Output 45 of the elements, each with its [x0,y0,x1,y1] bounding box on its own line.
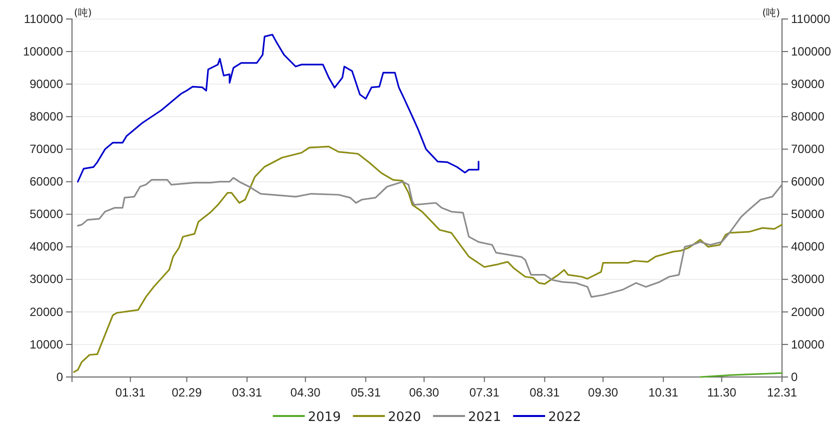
y-tick-label: 20000 [30,304,64,319]
y2-tick-label: 70000 [791,142,825,156]
x-tick-label: 08.31 [530,386,560,400]
y2-tick-label: 20000 [791,304,825,319]
x-tick-label: 02.29 [172,386,202,400]
x-tick-label: 04.30 [290,386,321,400]
y-tick-label: 30000 [30,272,64,286]
y-tick-label: 0 [56,370,64,384]
y2-tick-label: 90000 [791,76,825,91]
y-tick-label: 70000 [30,142,64,156]
legend-label: 2022 [548,410,582,425]
y-tick-label: 60000 [30,174,64,189]
y2-tick-label: 0 [791,370,798,384]
y-tick-label: 80000 [30,109,64,124]
y2-tick-label: 30000 [791,272,825,286]
y2-tick-label: 60000 [791,174,825,189]
x-tick-label: 05.31 [350,386,382,400]
legend-label: 2021 [468,410,502,425]
y-tick-label: 100000 [22,44,64,58]
y-tick-label: 90000 [30,76,64,91]
x-tick-label: 01.31 [115,386,146,400]
x-tick-label: 11.30 [707,386,737,400]
y2-tick-label: 50000 [791,207,825,222]
y-tick-label: 40000 [30,240,64,254]
x-tick-label: 06.30 [409,386,440,400]
line-series [77,34,480,183]
x-tick-label: 10.31 [648,386,679,400]
y2-tick-label: 100000 [791,44,832,58]
y2-tick-label: 40000 [791,240,825,254]
y-tick-label: 10000 [30,337,64,352]
legend-label: 2019 [308,410,341,425]
y2-axis-title: (吨) [762,7,780,19]
y-axis-title: (吨) [74,7,92,19]
y-tick-label: 110000 [24,12,64,26]
x-tick-label: 09.30 [588,386,618,400]
y-tick-label: 50000 [30,207,64,222]
line-series [77,177,783,298]
x-tick-label: 07.31 [469,386,500,400]
y2-tick-label: 80000 [791,109,825,124]
legend-label: 2020 [388,410,421,425]
x-tick-label: 12.31 [766,386,798,400]
x-tick-label: 03.31 [232,386,262,400]
y2-tick-label: 10000 [791,337,825,352]
y2-tick-label: 110000 [791,12,830,26]
line-series [73,146,783,373]
